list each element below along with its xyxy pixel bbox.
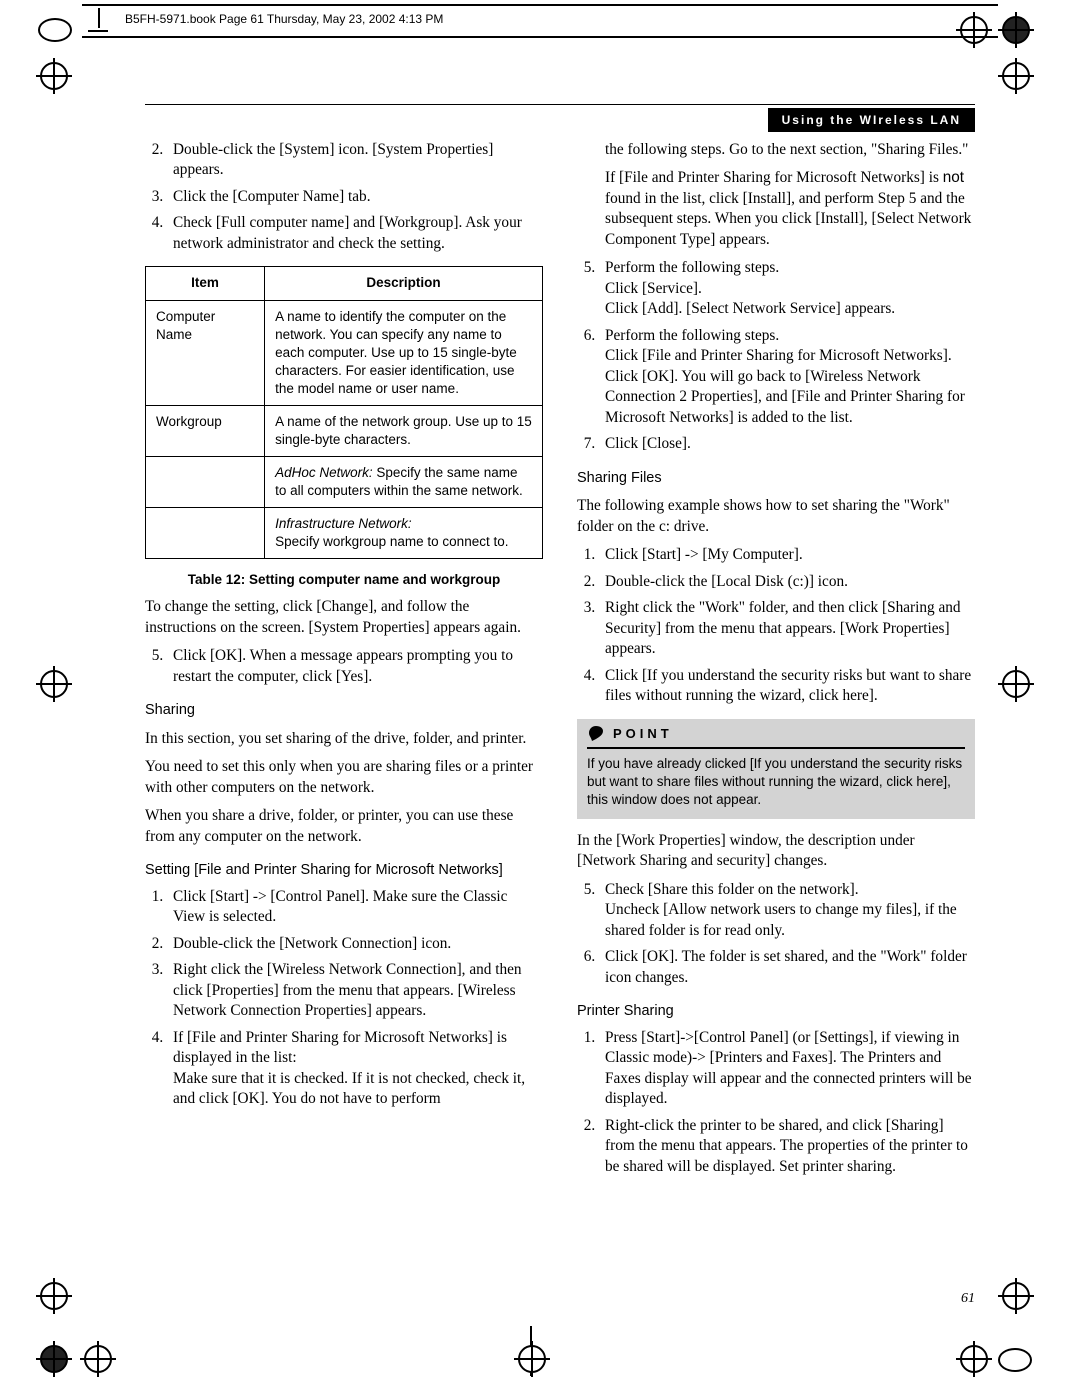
definition-table: Item Description Computer Name A name to… [145,266,543,559]
header-rule [82,4,998,6]
reg-mark [1002,62,1030,90]
step-item: Click [Close]. [599,434,975,454]
reg-mark [1002,670,1030,698]
step-item: Click [OK]. When a message appears promp… [167,646,543,687]
reg-mark [40,670,68,698]
paragraph: In this section, you set sharing of the … [145,729,543,749]
steps-5: Click [OK]. When a message appears promp… [145,646,543,687]
wg-adhoc-label: AdHoc Network: [275,465,373,480]
heading-sharing-files: Sharing Files [577,469,975,488]
section-banner: Using the WIreless LAN [768,108,975,132]
steps-right: Perform the following steps. Click [Serv… [577,258,975,454]
td-desc: AdHoc Network: Specify the same name to … [265,457,543,508]
point-label: POINT [613,725,673,742]
step-item: Right-click the printer to be shared, an… [599,1116,975,1177]
step-item: Click [Start] -> [My Computer]. [599,545,975,565]
th-desc: Description [265,267,543,300]
table-caption: Table 12: Setting computer name and work… [145,571,543,589]
page: B5FH-5971.book Page 61 Thursday, May 23,… [0,0,1080,1397]
sf-steps2: Check [Share this folder on the network]… [577,880,975,988]
page-number: 61 [961,1291,975,1307]
step4-cont: Make sure that it is checked. If it is n… [173,1069,543,1110]
point-icon [587,725,605,743]
step-item: If [File and Printer Sharing for Microso… [167,1028,543,1110]
td-blank [146,457,265,508]
reg-mark [518,1345,546,1373]
paragraph: The following example shows how to set s… [577,496,975,537]
substep: Click [OK]. You will go back to [Wireles… [605,367,975,428]
reg-mark [84,1345,112,1373]
step-item: Click [OK]. The folder is set shared, an… [599,947,975,988]
sf-steps: Click [Start] -> [My Computer]. Double-c… [577,545,975,706]
paragraph: When you share a drive, folder, or print… [145,806,543,847]
page-rule [145,104,975,105]
step-item: Double-click the [System] icon. [System … [167,140,543,181]
cont-para: If [File and Printer Sharing for Microso… [605,168,975,250]
reg-mark [40,1282,68,1310]
steps-top: Double-click the [System] icon. [System … [145,140,543,254]
text-span: found in the list, click [Install], and … [605,190,971,248]
reg-mark [40,62,68,90]
word-not: not [943,169,964,186]
step-item: Check [Full computer name] and [Workgrou… [167,213,543,254]
td-blank [146,508,265,559]
step-item: Perform the following steps. Click [Serv… [599,258,975,319]
td-desc: A name to identify the computer on the n… [265,300,543,405]
fps-steps: Click [Start] -> [Control Panel]. Make s… [145,887,543,1110]
reg-cyl [998,1348,1032,1372]
step-item: Double-click the [Local Disk (c:)] icon. [599,572,975,592]
reg-cyl [38,18,72,42]
step-item: Click [If you understand the security ri… [599,666,975,707]
step-item: Right click the [Wireless Network Connec… [167,960,543,1021]
reg-mark [40,1345,68,1373]
heading-sharing: Sharing [145,701,543,720]
substep: Uncheck [Allow network users to change m… [605,900,975,941]
paragraph: In the [Work Properties] window, the des… [577,831,975,872]
reg-mark [960,1345,988,1373]
paragraph: To change the setting, click [Change], a… [145,597,543,638]
td-desc: Infrastructure Network: Specify workgrou… [265,508,543,559]
text-span: If [File and Printer Sharing for Microso… [605,169,943,186]
reg-mark [1002,1282,1030,1310]
point-text: If you have already clicked [If you unde… [587,755,965,809]
crop-mark [88,30,108,32]
heading-printer-sharing: Printer Sharing [577,1002,975,1021]
th-item: Item [146,267,265,300]
substep: Click [Add]. [Select Network Service] ap… [605,299,975,319]
step-item: Right click the "Work" folder, and then … [599,598,975,659]
heading-fps: Setting [File and Printer Sharing for Mi… [145,861,543,880]
td-item: Computer Name [146,300,265,405]
point-callout: POINT If you have already clicked [If yo… [577,719,975,819]
step-item: Double-click the [Network Connection] ic… [167,934,543,954]
step-item: Click the [Computer Name] tab. [167,187,543,207]
left-column: Double-click the [System] icon. [System … [145,140,543,1277]
step-item: Press [Start]->[Control Panel] (or [Sett… [599,1028,975,1110]
substep: Click [File and Printer Sharing for Micr… [605,346,975,366]
step4-lead: If [File and Printer Sharing for Microso… [173,1029,507,1066]
paragraph: You need to set this only when you are s… [145,757,543,798]
step-lead: Check [Share this folder on the network]… [605,881,859,898]
cont-para: the following steps. Go to the next sect… [605,140,975,160]
wg-infra-label: Infrastructure Network: [275,516,412,531]
header-rule [82,36,998,38]
point-header: POINT [587,719,965,743]
step-lead: Perform the following steps. [605,259,779,276]
td-desc: A name of the network group. Use up to 1… [265,405,543,456]
step-lead: Perform the following steps. [605,327,779,344]
book-header: B5FH-5971.book Page 61 Thursday, May 23,… [125,12,443,26]
right-column: the following steps. Go to the next sect… [577,140,975,1277]
point-rule [587,747,965,749]
substep: Click [Service]. [605,279,975,299]
td-item: Workgroup [146,405,265,456]
step-item: Check [Share this folder on the network]… [599,880,975,941]
ps-steps: Press [Start]->[Control Panel] (or [Sett… [577,1028,975,1177]
reg-mark [960,16,988,44]
content-area: Using the WIreless LAN 61 Double-click t… [145,140,975,1277]
wg-infra-text: Specify workgroup name to connect to. [275,534,508,549]
crop-mark [98,8,100,28]
step-item: Perform the following steps. Click [File… [599,326,975,428]
step-item: Click [Start] -> [Control Panel]. Make s… [167,887,543,928]
reg-mark [1002,16,1030,44]
